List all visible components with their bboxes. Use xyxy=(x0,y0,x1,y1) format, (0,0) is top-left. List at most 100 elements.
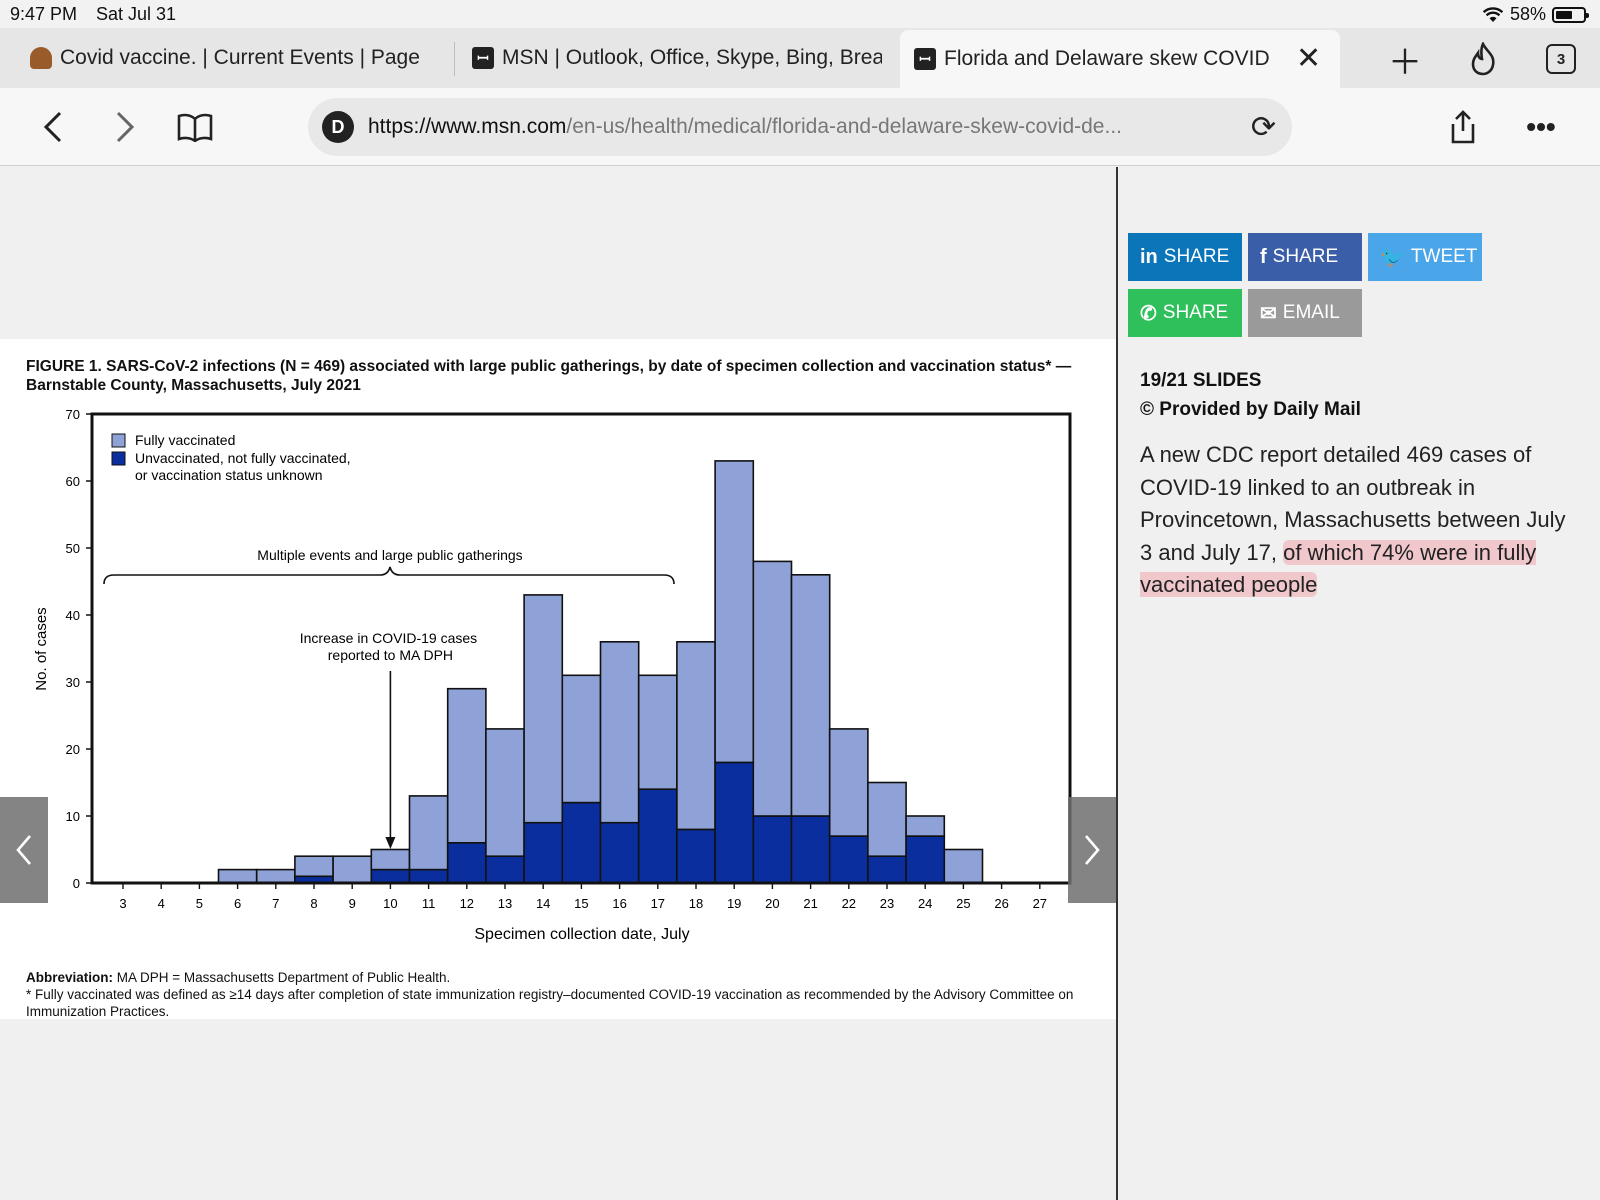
share-button-label: SHARE xyxy=(1272,246,1339,267)
bar-fully-vaccinated xyxy=(217,868,258,884)
share-button-label: EMAIL xyxy=(1282,302,1340,323)
panel-divider xyxy=(1116,167,1118,1200)
bar-unvaccinated xyxy=(676,828,716,884)
url-text[interactable]: https://www.msn.com/en-us/health/medical… xyxy=(368,115,1228,139)
tab-covid-vaccine[interactable]: Covid vaccine. | Current Events | Page xyxy=(30,32,440,84)
person-icon xyxy=(30,47,52,69)
y-axis-title: No. of cases xyxy=(33,607,50,690)
stacked-bar-chart: 0 10 20 30 40 50 60 70 3 4 5 6 7 8 9 10 11 12 13 14 15 16 17 1… xyxy=(33,407,1072,943)
x-tick-label: 17 xyxy=(651,896,665,911)
x-tick-label: 12 xyxy=(460,896,474,911)
back-button[interactable] xyxy=(28,102,78,152)
whatsapp-share-button[interactable]: ✆ SHARE xyxy=(1128,289,1242,337)
bar-unvaccinated xyxy=(905,835,946,884)
annotation-gatherings: Multiple events and large public gatheri… xyxy=(257,547,522,563)
url-host: https://www.msn.com xyxy=(368,115,567,138)
bar-unvaccinated xyxy=(867,855,907,884)
facebook-share-button[interactable]: f SHARE xyxy=(1248,233,1362,281)
bar-fully-vaccinated xyxy=(599,640,640,824)
tab-count: 3 xyxy=(1546,44,1576,74)
legend-label-unvaccinated-line1: Unvaccinated, not fully vaccinated, xyxy=(135,450,351,466)
tab-switcher-button[interactable]: 3 xyxy=(1522,37,1600,81)
legend-swatch-unvaccinated xyxy=(111,451,126,466)
x-tick-label: 16 xyxy=(612,896,626,911)
bar-fully-vaccinated xyxy=(637,674,678,790)
slide-counter: 19/21 SLIDES xyxy=(1140,370,1262,391)
bar-fully-vaccinated xyxy=(485,728,525,857)
tab-label: Florida and Delaware skew COVID xyxy=(944,47,1270,70)
x-tick-label: 5 xyxy=(196,896,203,911)
footnote-star: * Fully vaccinated was defined as ≥14 da… xyxy=(26,987,1074,1019)
bar-unvaccinated xyxy=(561,801,602,884)
bar-fully-vaccinated xyxy=(828,728,869,837)
status-date: Sat Jul 31 xyxy=(96,4,177,24)
x-tick-label: 15 xyxy=(574,896,588,911)
battery-percent: 58% xyxy=(1509,4,1546,24)
y-tick-label: 20 xyxy=(66,742,80,757)
flame-icon[interactable] xyxy=(1444,37,1522,81)
x-tick-label: 10 xyxy=(383,896,397,911)
x-tick-label: 11 xyxy=(422,896,436,911)
tab-florida-delaware[interactable]: ꟷ Florida and Delaware skew COVID ✕ xyxy=(900,30,1340,88)
x-tick-label: 22 xyxy=(842,896,856,911)
bar-unvaccinated xyxy=(408,868,449,884)
share-button-label: TWEET xyxy=(1410,246,1478,267)
tab-label: Covid vaccine. | Current Events | Page xyxy=(60,46,420,69)
facebook-icon: f xyxy=(1260,245,1267,268)
bar-fully-vaccinated xyxy=(523,594,564,824)
x-tick-label: 25 xyxy=(956,896,970,911)
new-tab-button[interactable]: ＋ xyxy=(1388,43,1422,82)
bar-fully-vaccinated xyxy=(867,781,907,857)
x-tick-label: 8 xyxy=(310,896,317,911)
address-bar[interactable]: D https://www.msn.com/en-us/health/medic… xyxy=(308,98,1292,156)
bar-unvaccinated xyxy=(370,868,411,884)
bar-fully-vaccinated xyxy=(408,795,449,871)
bar-unvaccinated xyxy=(446,841,487,884)
more-options-icon[interactable]: ••• xyxy=(1526,111,1556,142)
linkedin-icon: in xyxy=(1140,245,1158,268)
msn-icon: ꟷ xyxy=(914,48,936,70)
previous-slide-button[interactable] xyxy=(0,797,48,903)
reload-icon[interactable]: ⟳ xyxy=(1250,111,1276,144)
next-slide-button[interactable] xyxy=(1068,797,1116,903)
bar-unvaccinated xyxy=(485,855,525,884)
tab-msn[interactable]: ꟷ MSN | Outlook, Office, Skype, Bing, Br… xyxy=(472,32,882,84)
x-tick-label: 21 xyxy=(803,896,817,911)
caption-text: A new CDC report detailed 469 cases of C… xyxy=(1140,442,1566,565)
x-tick-label: 26 xyxy=(994,896,1008,911)
twitter-icon: 🐦 xyxy=(1380,246,1405,269)
x-tick-label: 4 xyxy=(158,896,165,911)
bar-unvaccinated xyxy=(599,821,640,884)
y-tick-label: 50 xyxy=(66,541,80,556)
slide-image: FIGURE 1. SARS-CoV-2 infections (N = 469… xyxy=(0,339,1116,1019)
reading-list-icon[interactable] xyxy=(170,102,220,152)
annotation-brace xyxy=(103,566,675,585)
whatsapp-icon: ✆ xyxy=(1140,302,1157,325)
x-axis-title: Specimen collection date, July xyxy=(474,926,689,943)
annotation-arrowhead xyxy=(385,837,396,849)
y-tick-label: 70 xyxy=(66,407,80,422)
forward-button[interactable] xyxy=(100,102,150,152)
figure-footnotes: Abbreviation: MA DPH = Massachusetts Dep… xyxy=(26,969,1106,1020)
share-icon[interactable] xyxy=(1438,102,1488,152)
close-tab-icon[interactable]: ✕ xyxy=(1296,42,1322,75)
figure-title: FIGURE 1. SARS-CoV-2 infections (N = 469… xyxy=(26,358,1072,394)
status-right: 58% xyxy=(1482,4,1589,25)
bar-fully-vaccinated xyxy=(294,855,334,878)
bar-fully-vaccinated xyxy=(255,868,296,884)
bar-fully-vaccinated xyxy=(714,460,755,764)
x-tick-label: 3 xyxy=(119,896,126,911)
x-tick-label: 19 xyxy=(727,896,741,911)
bar-unvaccinated xyxy=(714,761,755,884)
annotation-increase-line2: reported to MA DPH xyxy=(328,647,453,663)
battery-icon xyxy=(1552,6,1589,23)
site-favicon: D xyxy=(322,111,354,143)
linkedin-share-button[interactable]: in SHARE xyxy=(1128,233,1242,281)
twitter-share-button[interactable]: 🐦 TWEET xyxy=(1368,233,1482,281)
bar-fully-vaccinated xyxy=(676,640,716,831)
url-path: /en-us/health/medical/florida-and-delawa… xyxy=(566,115,1122,138)
email-share-button[interactable]: ✉ EMAIL xyxy=(1248,289,1362,337)
bar-unvaccinated xyxy=(523,821,564,884)
x-tick-label: 20 xyxy=(765,896,779,911)
bar-fully-vaccinated xyxy=(943,848,984,884)
